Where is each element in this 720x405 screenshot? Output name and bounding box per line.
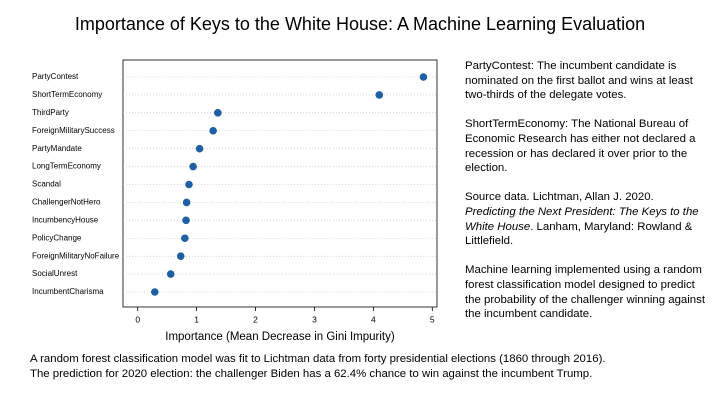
dot [375,91,384,99]
source-book: Predicting the Next President: The Keys … [465,205,699,233]
y-tick-label: ChallengerNotHero [32,198,101,207]
x-tick-label: 5 [430,314,435,324]
y-tick-label: PartyMandate [32,144,82,153]
x-axis-label: Importance (Mean Decrease in Gini Impuri… [165,331,395,343]
note: ShortTermEconomy: The National Bureau of… [465,118,696,175]
source-text: . Lanham, Maryland: Rowland & Littlefiel… [465,220,693,248]
y-tick-label: PolicyChange [32,233,82,242]
y-tick-label: LongTermEconomy [32,162,101,171]
source-note: Source data. Lichtman, Allan J. 2020. Pr… [465,190,705,248]
y-tick-label: Scandal [32,180,61,189]
dot [182,198,191,207]
dot [166,270,175,278]
chart: 0 1 2 3 4 5 Importance (Mean Decrease in Gini … [32,59,438,343]
note: Machine learning implemented using a ran… [465,264,705,321]
y-tick-label: ForeignMilitaryNoFailure [32,251,120,260]
dot [151,288,159,296]
x-tick-label: 0 [135,314,140,324]
dot [185,180,193,189]
y-tick-label: IncumbencyHouse [32,215,99,224]
dot [419,73,428,81]
y-tick-label: ForeignMilitarySuccess [32,126,115,135]
dot [181,234,189,243]
y-tick-label: SocialUnrest [32,269,78,278]
y-tick-label: ThirdParty [32,108,69,117]
y-tick-label: ShortTermEconomy [32,90,102,99]
dot [189,162,197,171]
x-tick-label: 3 [312,314,317,324]
note: PartyContest: The incumbent candidate is… [465,60,693,102]
dot [182,216,190,225]
dot [176,252,185,260]
dot [214,109,222,117]
x-tick-label: 4 [371,314,376,324]
caption-line: A random forest classification model was… [30,353,606,365]
x-tick-label: 2 [253,314,258,324]
caption-line: The prediction for 2020 election: the ch… [30,368,593,380]
plot-frame [122,59,438,308]
dot [195,144,204,153]
source-text: Source data. Lichtman, Allan J. 2020. [465,191,654,204]
y-tick-label: IncumbentCharisma [32,287,104,296]
caption: A random forest classification model was… [30,352,720,382]
notes: PartyContest: The incumbent candidate is… [465,59,705,336]
dot [209,126,217,135]
chart-title: Importance of Keys to the White House: A… [74,14,646,34]
x-tick-label: 1 [194,314,199,324]
y-tick-label: PartyContest [32,72,79,81]
